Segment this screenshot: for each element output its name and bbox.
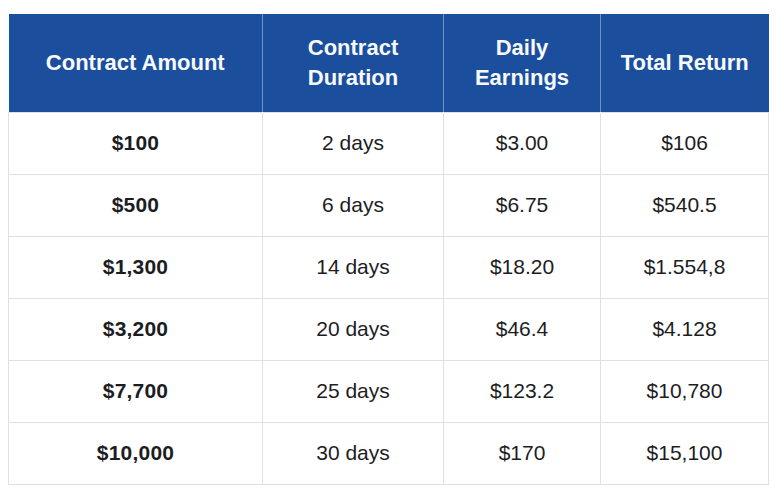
cell-total-return: $106 xyxy=(601,112,769,174)
cell-total-return: $1.554,8 xyxy=(601,236,769,298)
table-body: $1002 days$3.00$106$5006 days$6.75$540.5… xyxy=(9,112,769,484)
header-row: Contract Amount Contract Duration Daily … xyxy=(9,14,769,112)
cell-contract-duration: 6 days xyxy=(263,174,444,236)
header-contract-amount: Contract Amount xyxy=(9,14,263,112)
cell-daily-earnings: $6.75 xyxy=(444,174,601,236)
cell-daily-earnings: $170 xyxy=(444,422,601,484)
cell-contract-amount: $1,300 xyxy=(9,236,263,298)
header-total-return: Total Return xyxy=(601,14,769,112)
table-row: $1,30014 days$18.20$1.554,8 xyxy=(9,236,769,298)
cell-total-return: $15,100 xyxy=(601,422,769,484)
cell-total-return: $4.128 xyxy=(601,298,769,360)
cell-contract-amount: $3,200 xyxy=(9,298,263,360)
cell-contract-duration: 14 days xyxy=(263,236,444,298)
table-row: $7,70025 days$123.2$10,780 xyxy=(9,360,769,422)
cell-contract-amount: $7,700 xyxy=(9,360,263,422)
contract-earnings-table: Contract Amount Contract Duration Daily … xyxy=(8,14,769,485)
cell-daily-earnings: $123.2 xyxy=(444,360,601,422)
header-contract-duration: Contract Duration xyxy=(263,14,444,112)
cell-total-return: $10,780 xyxy=(601,360,769,422)
cell-contract-amount: $500 xyxy=(9,174,263,236)
table-row: $10,00030 days$170$15,100 xyxy=(9,422,769,484)
table-header: Contract Amount Contract Duration Daily … xyxy=(9,14,769,112)
cell-contract-amount: $10,000 xyxy=(9,422,263,484)
table-row: $1002 days$3.00$106 xyxy=(9,112,769,174)
cell-daily-earnings: $46.4 xyxy=(444,298,601,360)
contract-earnings-table-container: Contract Amount Contract Duration Daily … xyxy=(8,14,768,485)
cell-contract-duration: 2 days xyxy=(263,112,444,174)
cell-contract-amount: $100 xyxy=(9,112,263,174)
table-row: $5006 days$6.75$540.5 xyxy=(9,174,769,236)
cell-contract-duration: 20 days xyxy=(263,298,444,360)
cell-daily-earnings: $18.20 xyxy=(444,236,601,298)
header-daily-earnings: Daily Earnings xyxy=(444,14,601,112)
cell-daily-earnings: $3.00 xyxy=(444,112,601,174)
cell-contract-duration: 30 days xyxy=(263,422,444,484)
cell-contract-duration: 25 days xyxy=(263,360,444,422)
cell-total-return: $540.5 xyxy=(601,174,769,236)
table-row: $3,20020 days$46.4$4.128 xyxy=(9,298,769,360)
